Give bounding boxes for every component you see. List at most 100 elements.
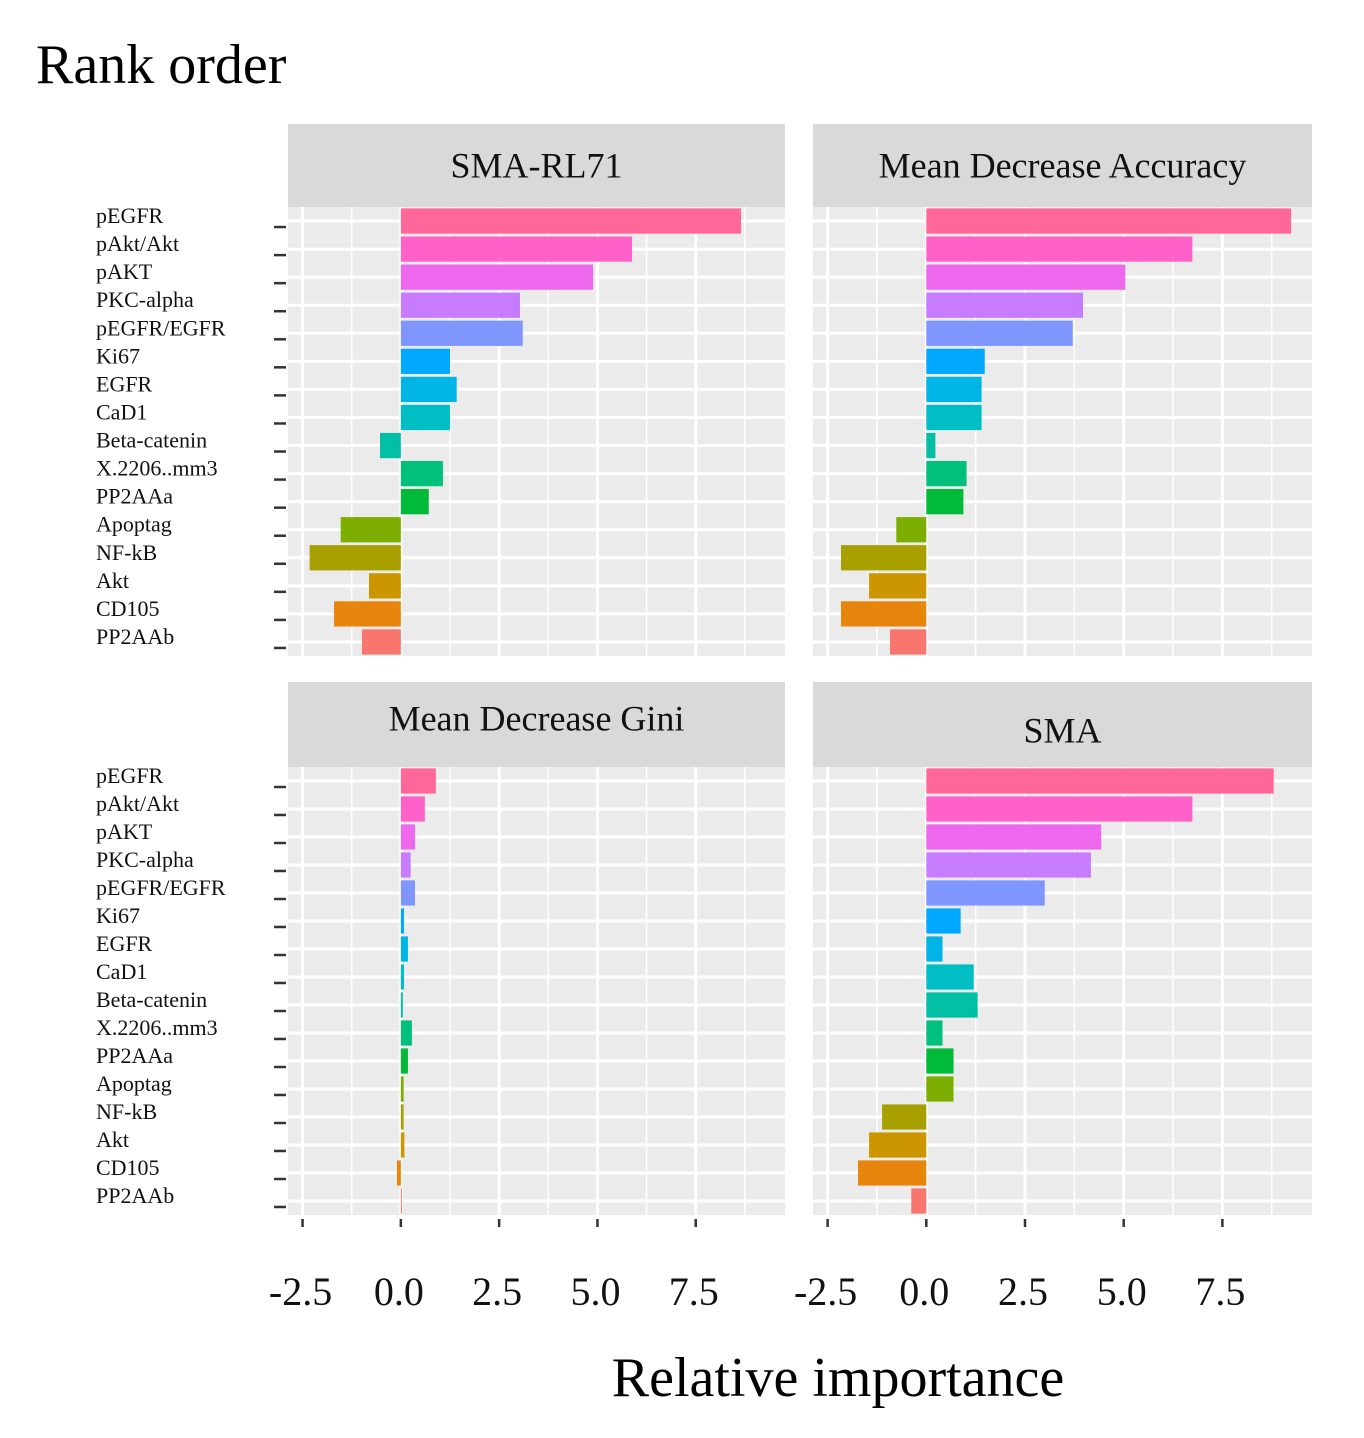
bar-pegfr-egfr xyxy=(400,880,416,906)
bar-pkc-alpha xyxy=(926,292,1084,318)
bar-pegfr xyxy=(400,768,436,794)
y-tick-label: PKC-alpha xyxy=(96,287,194,312)
bar-akt xyxy=(368,573,401,599)
bar-cd105 xyxy=(841,601,927,627)
y-tick-label: CD105 xyxy=(96,596,160,621)
y-tick-label: CaD1 xyxy=(96,399,147,424)
y-tick-label: pAkt/Akt xyxy=(96,791,179,816)
y-tick-label: pAKT xyxy=(96,819,153,844)
bar-pegfr-egfr xyxy=(400,320,523,346)
bar-pegfr xyxy=(400,208,741,234)
bar-akt xyxy=(869,1132,927,1158)
bar-cd105 xyxy=(858,1160,927,1186)
bar-nf-kb xyxy=(400,1104,404,1130)
bar-pp2aab xyxy=(361,629,401,655)
bar-pakt-akt xyxy=(400,236,633,262)
bar-pakt-akt xyxy=(926,236,1193,262)
y-tick-label: pAKT xyxy=(96,259,153,284)
bar-cad1 xyxy=(926,964,974,990)
bar-beta-catenin xyxy=(926,992,978,1018)
bar-x-2206-mm3 xyxy=(400,1020,412,1046)
bar-ki67 xyxy=(400,908,404,934)
bar-pp2aaa xyxy=(926,489,964,515)
bar-egfr xyxy=(400,376,457,403)
y-tick-label: Akt xyxy=(96,568,129,593)
y-tick-label: PKC-alpha xyxy=(96,847,194,872)
x-tick-label: 5.0 xyxy=(570,1269,620,1314)
y-tick-label: X.2206..mm3 xyxy=(96,456,218,481)
x-axis-title: Relative importance xyxy=(612,1347,1064,1409)
bar-apoptag xyxy=(340,517,401,543)
y-tick-label: Akt xyxy=(96,1127,129,1152)
facet-strip-label: Mean Decrease Accuracy xyxy=(879,146,1247,186)
x-tick-label: -2.5 xyxy=(269,1269,332,1314)
bar-x-2206-mm3 xyxy=(926,1020,943,1046)
x-tick-label: 7.5 xyxy=(669,1269,719,1314)
bar-cd105 xyxy=(396,1160,401,1186)
y-tick-label: CD105 xyxy=(96,1155,160,1180)
bar-pegfr-egfr xyxy=(926,880,1045,906)
y-tick-label: EGFR xyxy=(96,371,153,396)
y-tick-label: NF-kB xyxy=(96,540,157,565)
y-tick-label: CaD1 xyxy=(96,959,147,984)
y-tick-label: pEGFR xyxy=(96,203,164,228)
bar-x-2206-mm3 xyxy=(926,460,967,487)
x-tick-label: 2.5 xyxy=(998,1269,1048,1314)
y-tick-label: Beta-catenin xyxy=(96,987,207,1012)
bar-pp2aaa xyxy=(400,1048,408,1074)
bar-pakt xyxy=(926,264,1126,290)
bar-nf-kb xyxy=(841,545,927,571)
bar-egfr xyxy=(926,936,943,962)
bar-cd105 xyxy=(334,601,401,627)
facet-strip xyxy=(288,124,785,207)
chart-title: Rank order xyxy=(36,34,287,96)
y-tick-label: Ki67 xyxy=(96,343,140,368)
y-tick-label: EGFR xyxy=(96,931,153,956)
bar-ki67 xyxy=(926,348,985,374)
x-tick-label: 5.0 xyxy=(1097,1269,1147,1314)
y-tick-label: X.2206..mm3 xyxy=(96,1015,218,1040)
y-tick-label: pEGFR xyxy=(96,763,164,788)
x-tick-label: 0.0 xyxy=(374,1269,424,1314)
bar-nf-kb xyxy=(882,1104,927,1130)
x-tick-label: 0.0 xyxy=(899,1269,949,1314)
bar-apoptag xyxy=(926,1076,954,1102)
bar-pegfr xyxy=(926,208,1292,234)
y-tick-label: Apoptag xyxy=(96,512,172,537)
y-tick-label: pEGFR/EGFR xyxy=(96,875,226,900)
panel-background xyxy=(288,767,785,1215)
bar-pkc-alpha xyxy=(400,292,520,318)
bar-apoptag xyxy=(400,1076,404,1102)
facet-strip-label: Mean Decrease Gini xyxy=(389,699,685,739)
bar-apoptag xyxy=(896,517,927,543)
bar-pakt xyxy=(400,264,594,290)
bar-pp2aaa xyxy=(926,1048,954,1074)
facet-strip-label: SMA-RL71 xyxy=(450,146,622,186)
bar-beta-catenin xyxy=(380,432,401,459)
facet-strip-label: SMA xyxy=(1023,711,1101,751)
x-tick-label: -2.5 xyxy=(794,1269,857,1314)
y-tick-label: PP2AAb xyxy=(96,624,174,649)
bar-pegfr-egfr xyxy=(926,320,1073,346)
bar-pp2aab xyxy=(889,629,927,655)
bar-nf-kb xyxy=(309,545,401,571)
bar-cad1 xyxy=(400,404,450,431)
bar-cad1 xyxy=(400,964,404,990)
bar-pp2aab xyxy=(400,1188,402,1214)
y-tick-label: Ki67 xyxy=(96,903,140,928)
facet-strip xyxy=(813,682,1312,767)
bar-pp2aab xyxy=(911,1188,927,1214)
y-tick-label: PP2AAa xyxy=(96,1043,173,1068)
y-tick-label: NF-kB xyxy=(96,1099,157,1124)
bar-beta-catenin xyxy=(400,992,403,1018)
bar-pakt-akt xyxy=(926,796,1193,822)
bar-pakt-akt xyxy=(400,796,425,822)
y-tick-label: pEGFR/EGFR xyxy=(96,315,226,340)
bar-beta-catenin xyxy=(926,432,936,459)
facet-strip xyxy=(813,124,1312,207)
bar-ki67 xyxy=(926,908,961,934)
bar-pkc-alpha xyxy=(926,852,1091,878)
bar-pp2aaa xyxy=(400,489,429,515)
x-tick-label: 2.5 xyxy=(472,1269,522,1314)
